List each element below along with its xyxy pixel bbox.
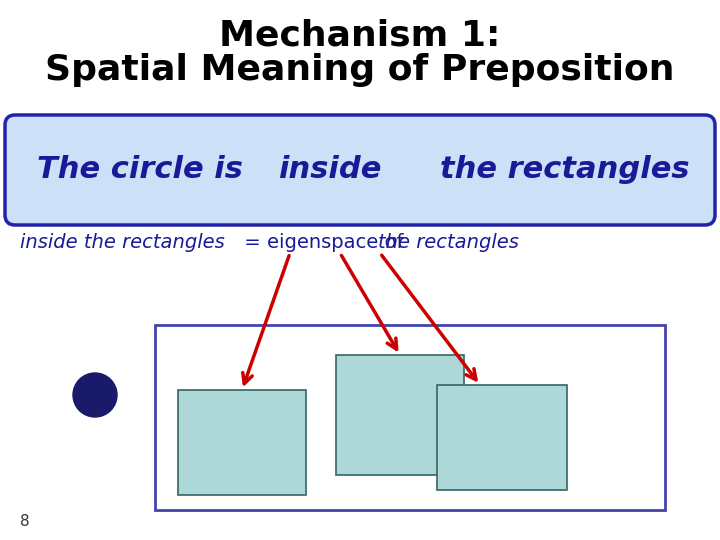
Text: inside the rectangles: inside the rectangles bbox=[20, 233, 225, 252]
Bar bbox=[437, 385, 567, 490]
Text: = eigenspace of: = eigenspace of bbox=[238, 233, 410, 252]
Text: the rectangles: the rectangles bbox=[378, 233, 519, 252]
FancyBboxPatch shape bbox=[5, 115, 715, 225]
Text: the rectangles: the rectangles bbox=[440, 156, 690, 185]
Circle shape bbox=[73, 373, 117, 417]
Text: inside: inside bbox=[279, 156, 382, 185]
Bar bbox=[178, 390, 306, 495]
Text: Spatial Meaning of Preposition: Spatial Meaning of Preposition bbox=[45, 53, 675, 87]
Text: 8: 8 bbox=[20, 515, 30, 530]
Text: The circle is: The circle is bbox=[37, 156, 243, 185]
Text: Mechanism 1:: Mechanism 1: bbox=[220, 18, 500, 52]
Bar bbox=[155, 325, 665, 510]
Bar bbox=[336, 355, 464, 475]
